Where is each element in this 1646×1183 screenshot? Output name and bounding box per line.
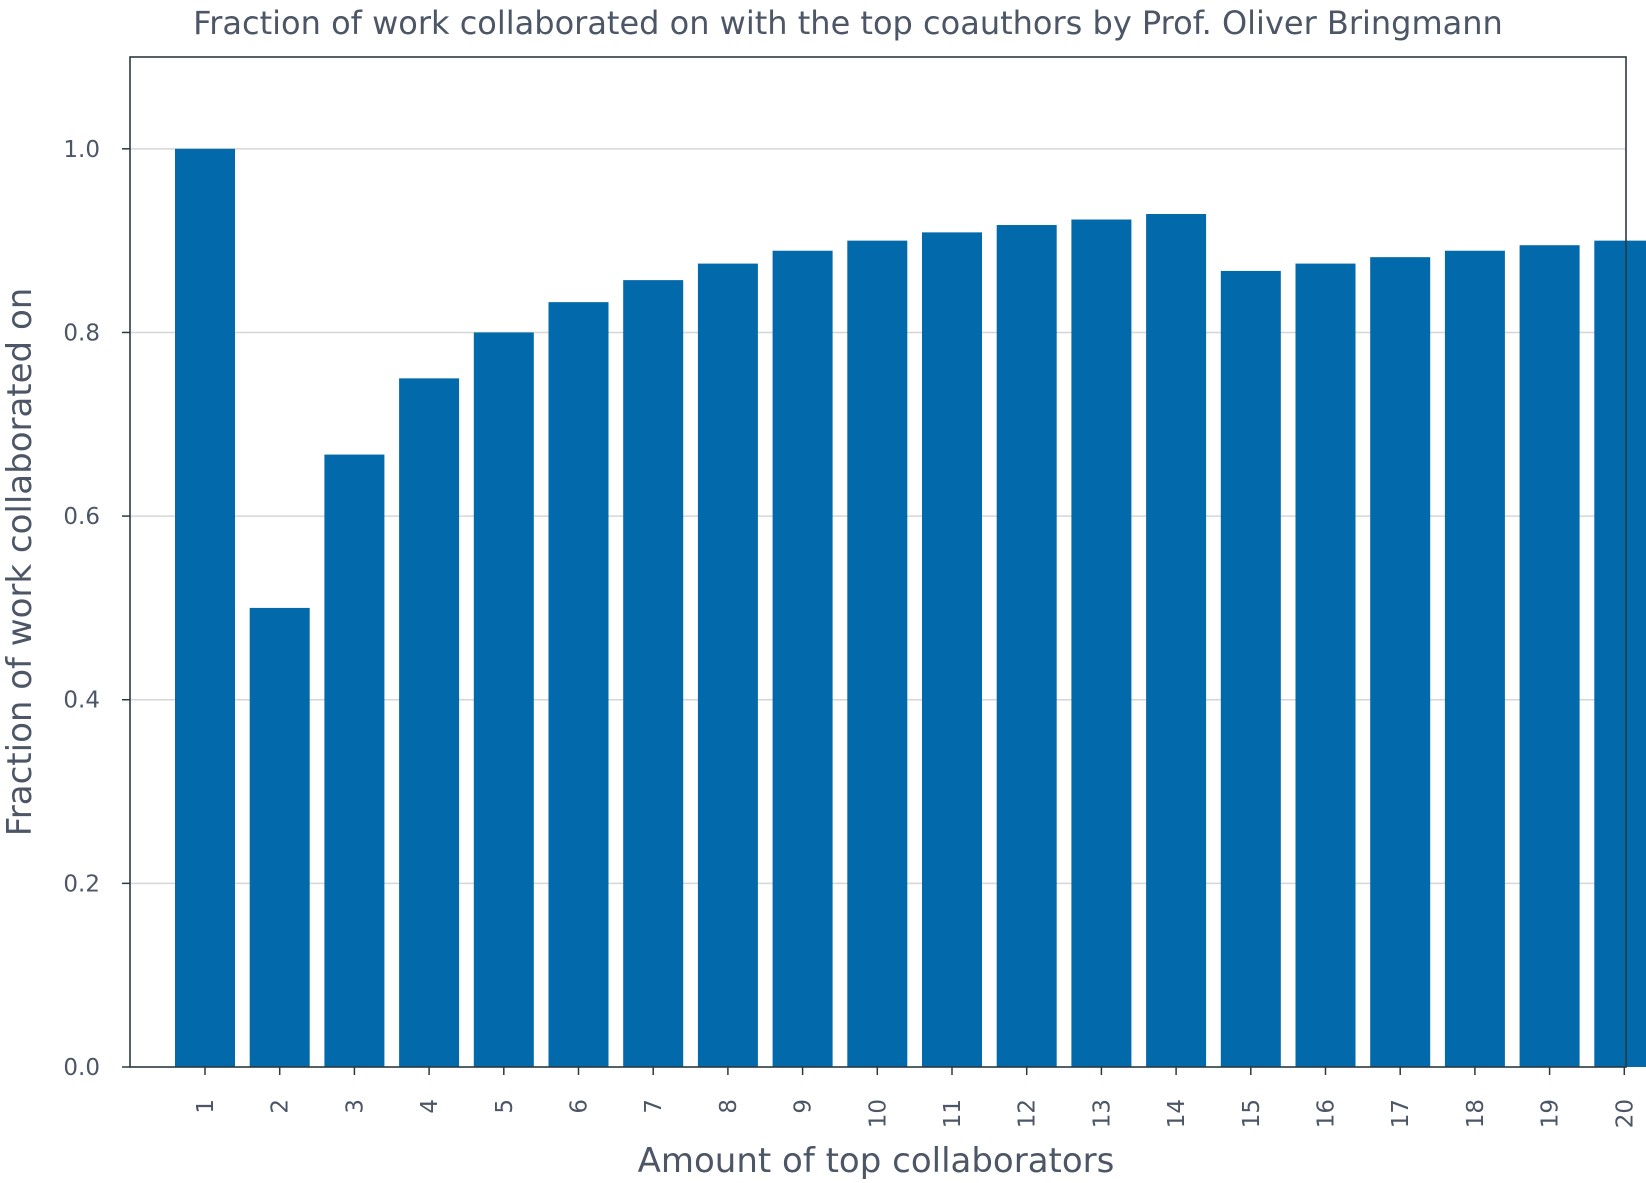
x-tick-label: 18 — [1463, 1099, 1489, 1128]
x-tick-label: 4 — [417, 1099, 443, 1114]
bar — [1519, 245, 1580, 1067]
x-axis-ticks: 1 2 3 4 5 6 7 8 9 10 11 12 13 14 15 16 17 18 19 20 — [193, 1067, 1638, 1128]
y-axis-label: Fraction of work collaborated on — [0, 288, 40, 837]
bar — [324, 454, 385, 1067]
bar — [1071, 219, 1132, 1067]
x-axis-label: Amount of top collaborators — [638, 1141, 1115, 1181]
bar — [175, 148, 235, 1067]
y-tick-label: 0.2 — [63, 871, 100, 897]
x-tick-label: 17 — [1388, 1099, 1414, 1128]
bar — [1220, 270, 1281, 1067]
x-tick-label: 12 — [1015, 1099, 1041, 1128]
y-tick-label: 0.8 — [63, 320, 100, 346]
y-tick-label: 0.4 — [63, 688, 100, 714]
x-tick-label: 14 — [1164, 1099, 1190, 1128]
x-tick-label: 20 — [1612, 1099, 1638, 1128]
bar — [847, 240, 908, 1068]
bar — [473, 332, 534, 1067]
x-tick-label: 9 — [791, 1099, 817, 1114]
x-tick-label: 8 — [716, 1099, 742, 1114]
bars — [175, 148, 1646, 1068]
x-tick-label: 15 — [1239, 1099, 1265, 1128]
y-tick-label: 0.6 — [63, 504, 100, 530]
bar — [548, 302, 609, 1067]
x-tick-label: 1 — [193, 1099, 219, 1114]
bar — [697, 263, 758, 1067]
bar — [1295, 263, 1356, 1067]
bar — [1594, 240, 1646, 1068]
bar — [922, 232, 982, 1067]
bar — [399, 378, 460, 1067]
chart-title: Fraction of work collaborated on with th… — [193, 4, 1503, 42]
bar — [249, 607, 310, 1067]
x-tick-label: 16 — [1314, 1099, 1340, 1128]
x-tick-label: 10 — [865, 1099, 891, 1128]
bar — [1146, 214, 1207, 1067]
y-axis-ticks: 0.0 0.2 0.4 0.6 0.8 1.0 — [63, 137, 130, 1081]
x-tick-label: 3 — [342, 1099, 368, 1114]
bar — [996, 225, 1057, 1067]
bar — [623, 280, 684, 1068]
x-tick-label: 5 — [492, 1099, 518, 1114]
y-tick-label: 1.0 — [63, 137, 100, 163]
bar — [1444, 250, 1505, 1068]
bar — [1370, 257, 1431, 1067]
bar — [772, 250, 833, 1068]
x-tick-label: 6 — [567, 1099, 593, 1114]
x-tick-label: 11 — [940, 1099, 966, 1128]
x-tick-label: 2 — [268, 1099, 294, 1114]
x-tick-label: 7 — [641, 1099, 667, 1114]
x-tick-label: 13 — [1089, 1099, 1115, 1128]
y-tick-label: 0.0 — [63, 1055, 100, 1081]
x-tick-label: 19 — [1538, 1099, 1564, 1128]
